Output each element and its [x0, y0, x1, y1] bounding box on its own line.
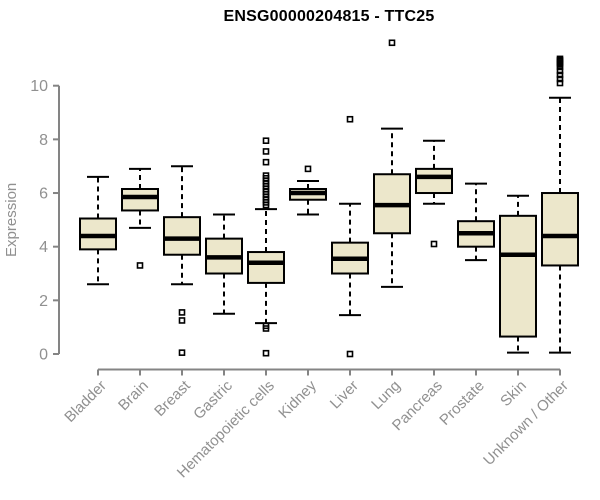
x-tick-label: Brain — [115, 377, 152, 414]
y-tick-label: 0 — [39, 347, 48, 364]
outlier-point-hematopoietic-cells — [262, 158, 270, 166]
outlier-point-hematopoietic-cells — [262, 201, 270, 209]
box-hematopoietic-cells — [247, 251, 285, 284]
outlier-point-unknown-other — [556, 71, 564, 79]
outlier-point-pancreas — [430, 240, 438, 248]
box-breast — [163, 216, 201, 256]
x-tick-label: Lung — [368, 377, 404, 413]
outlier-point-hematopoietic-cells — [262, 148, 270, 155]
x-tick-label: Skin — [497, 377, 530, 410]
y-axis-title: Expression — [3, 183, 20, 257]
outlier-point-breast — [178, 309, 186, 316]
x-tick-label: Prostate — [436, 377, 488, 429]
box-skin — [499, 214, 537, 338]
outlier-point-hematopoietic-cells — [262, 137, 270, 145]
outlier-point-unknown-other — [556, 79, 564, 87]
outlier-point-liver — [346, 350, 354, 358]
y-tick-label: 2 — [39, 293, 48, 310]
outlier-point-lung — [388, 39, 396, 47]
y-tick-label: 6 — [39, 186, 48, 203]
x-tick-label: Liver — [327, 377, 362, 412]
outlier-point-hematopoietic-cells — [262, 349, 270, 357]
x-tick-label: Kidney — [275, 377, 320, 422]
box-brain — [121, 187, 159, 212]
outlier-point-unknown-other — [556, 63, 564, 71]
box-unknown-other — [541, 192, 579, 267]
outlier-point-unknown-other — [556, 67, 564, 75]
x-tick-label: Bladder — [61, 377, 110, 426]
outlier-point-brain — [136, 262, 144, 269]
outlier-point-breast — [178, 317, 186, 324]
box-pancreas — [415, 167, 453, 195]
y-tick-label: 8 — [39, 132, 48, 149]
y-tick-label: 10 — [30, 78, 48, 95]
x-tick-label: Breast — [151, 377, 194, 420]
y-tick-label: 4 — [39, 239, 48, 256]
outlier-point-breast — [178, 349, 186, 356]
outlier-point-unknown-other — [556, 75, 564, 83]
chart-title: ENSG00000204815 - TTC25 — [223, 8, 435, 25]
outlier-point-hematopoietic-cells — [262, 325, 270, 332]
outlier-point-liver — [346, 115, 354, 123]
outlier-point-kidney — [304, 165, 312, 173]
